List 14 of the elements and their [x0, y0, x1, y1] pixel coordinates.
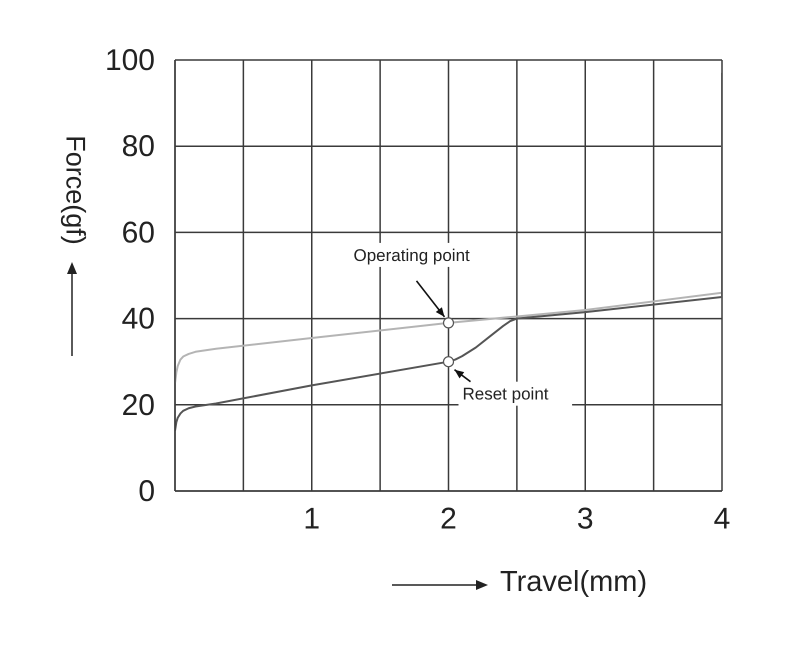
y-tick-label: 80	[122, 130, 155, 164]
annotation: Operating point	[354, 246, 470, 265]
x-axis-title: Travel(mm)	[500, 566, 648, 599]
y-axis-title: Force(gf)	[60, 135, 90, 245]
y-tick-label: 0	[138, 475, 155, 508]
y-tick-label: 20	[122, 388, 155, 422]
x-tick-label: 1	[303, 502, 320, 536]
x-tick-label: 3	[576, 502, 594, 536]
x-tick-label: 4	[714, 502, 730, 536]
annotation: Reset point	[462, 384, 549, 404]
y-tick-label: 60	[122, 216, 155, 250]
y-tick-label: 40	[122, 302, 155, 336]
x-tick-label: 2	[440, 502, 457, 536]
y-tick-label: 100	[104, 44, 155, 77]
